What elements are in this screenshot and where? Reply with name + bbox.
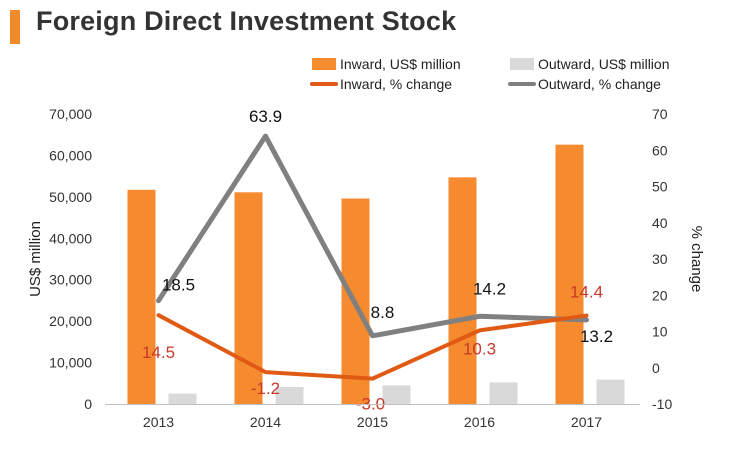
y-tick-label-left: 60,000 — [49, 147, 92, 163]
title-accent-bar — [10, 10, 20, 44]
outward-pct-data-label: 18.5 — [162, 276, 195, 295]
y-tick-label-left: 40,000 — [49, 230, 92, 246]
data-labels: 18.514.563.9-1.28.8-3.014.210.313.214.4 — [142, 107, 613, 414]
legend-swatch — [510, 58, 534, 70]
outward-bar — [168, 393, 197, 404]
legend-label: Outward, US$ million — [538, 56, 670, 72]
outward-bar — [382, 385, 411, 404]
legend: Inward, US$ million Outward, US$ million I… — [310, 56, 670, 92]
y-tick-label-left: 10,000 — [49, 355, 92, 371]
category-labels: 2013 2014 2015 2016 2017 — [143, 414, 602, 430]
legend-label: Inward, % change — [340, 76, 452, 92]
inward-pct-data-label: -1.2 — [251, 379, 280, 398]
outward-bar — [596, 379, 625, 404]
outward-bar — [489, 382, 518, 404]
y-axis-title-left: US$ million — [27, 221, 44, 297]
y-tick-label-right: 20 — [652, 287, 668, 303]
legend-label: Outward, % change — [538, 76, 661, 92]
line-series — [156, 133, 589, 381]
legend-label: Inward, US$ million — [340, 56, 461, 72]
y-axis-title-right: % change — [688, 226, 705, 293]
inward-pct-data-label: 10.3 — [463, 339, 496, 358]
inward-pct-data-label: 14.5 — [142, 343, 175, 362]
inward-pct-data-label: 14.4 — [570, 283, 603, 302]
outward-bar — [275, 387, 304, 404]
page-title: Foreign Direct Investment Stock — [36, 6, 457, 36]
y-tick-label-left: 70,000 — [49, 106, 92, 122]
x-tick-label: 2017 — [571, 414, 602, 430]
legend-swatch — [312, 58, 336, 70]
y-tick-label-left: 50,000 — [49, 189, 92, 205]
y-tick-label-right: 60 — [652, 142, 668, 158]
right-axis-ticks: -10 0 10 20 30 40 50 60 70 — [652, 106, 672, 412]
y-tick-label-right: 40 — [652, 215, 668, 231]
y-tick-label-right: 50 — [652, 179, 668, 195]
x-tick-label: 2014 — [250, 414, 281, 430]
y-tick-label-right: 10 — [652, 324, 668, 340]
y-tick-label-right: 70 — [652, 106, 668, 122]
y-tick-label-right: 30 — [652, 251, 668, 267]
inward-bar — [234, 192, 263, 404]
left-axis-ticks: 0 10,000 20,000 30,000 40,000 50,000 60,000 70,… — [49, 106, 92, 412]
y-tick-label-left: 20,000 — [49, 313, 92, 329]
bar-series — [127, 144, 625, 404]
outward-pct-data-label: 8.8 — [371, 303, 395, 322]
inward-bar — [127, 189, 156, 404]
x-tick-label: 2016 — [464, 414, 495, 430]
outward-pct-data-label: 63.9 — [249, 107, 282, 126]
inward-bar — [555, 144, 584, 404]
outward-pct-data-label: 14.2 — [473, 279, 506, 298]
x-tick-label: 2013 — [143, 414, 174, 430]
inward-bar — [448, 177, 477, 404]
y-tick-label-left: 0 — [84, 396, 92, 412]
x-tick-label: 2015 — [357, 414, 388, 430]
y-tick-label-right: 0 — [652, 360, 660, 376]
y-tick-label-right: -10 — [652, 396, 672, 412]
inward-pct-change-line — [156, 313, 589, 381]
outward-pct-change-line — [156, 133, 589, 339]
outward-pct-data-label: 13.2 — [580, 327, 613, 346]
y-tick-label-left: 30,000 — [49, 272, 92, 288]
